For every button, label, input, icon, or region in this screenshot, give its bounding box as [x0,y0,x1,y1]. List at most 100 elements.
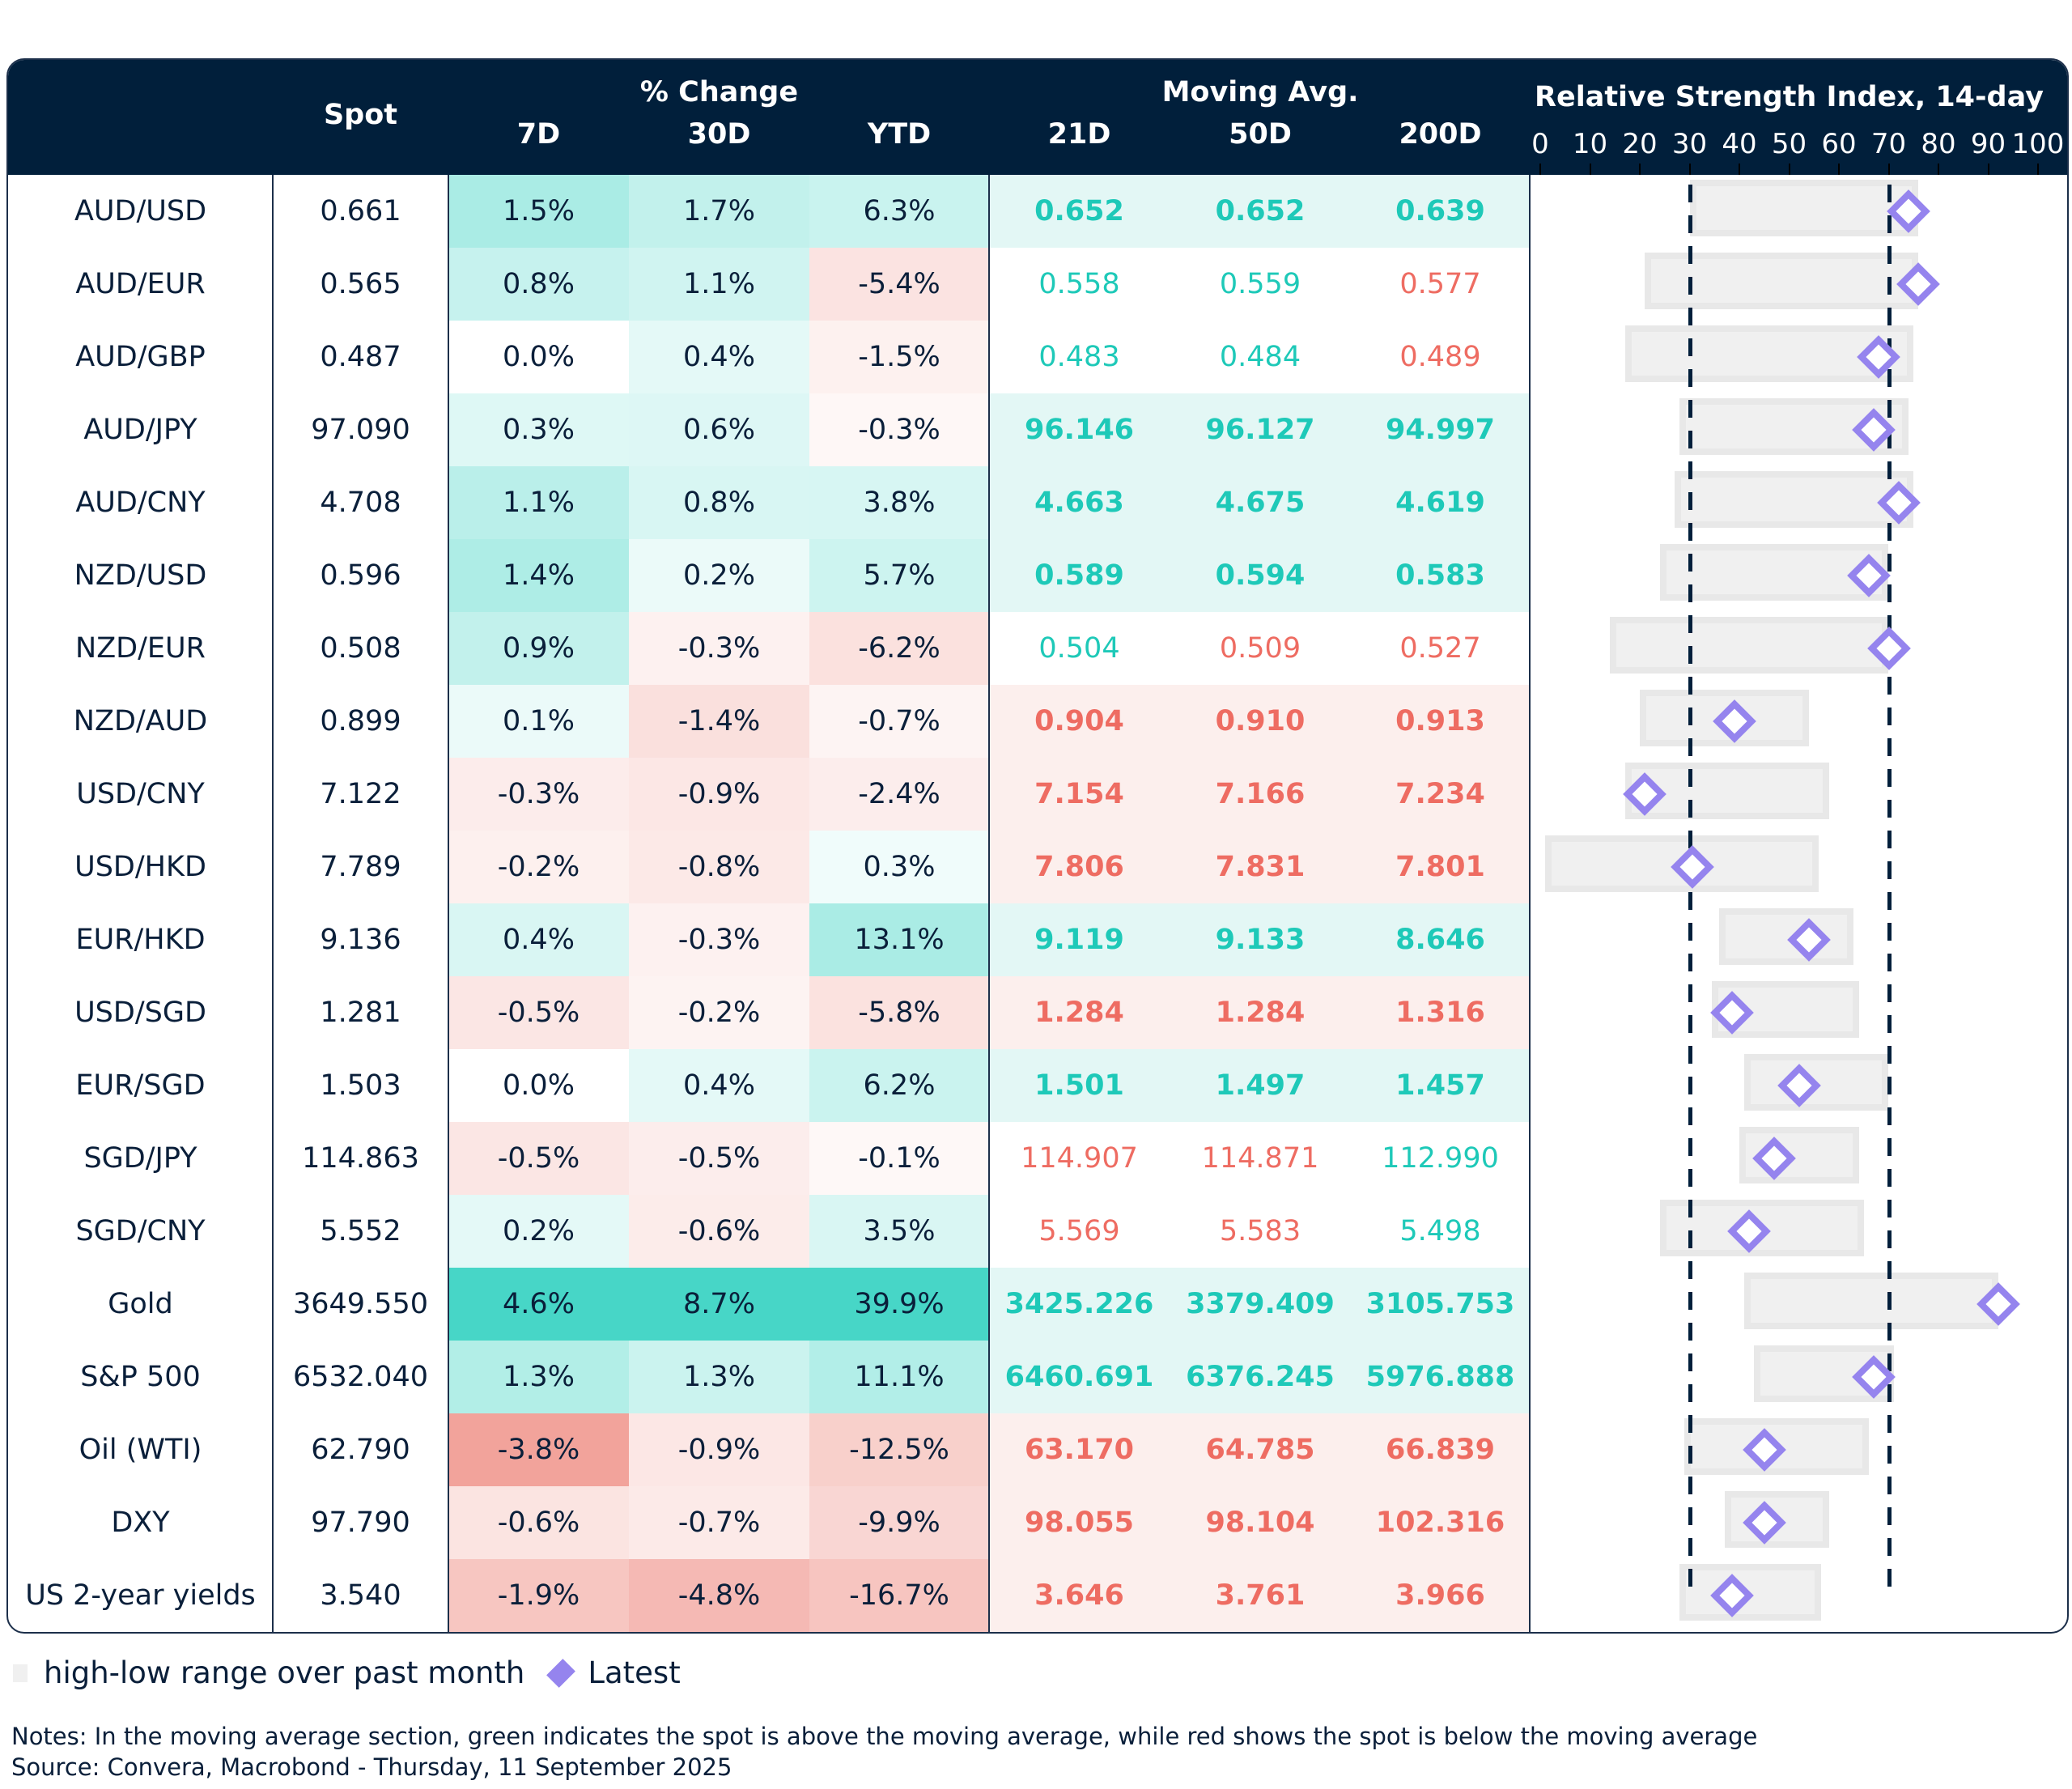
ma-row-bg [989,466,1530,539]
pct-change-cell: -0.5% [629,1122,809,1195]
moving-avg-cell: 7.234 [1395,778,1485,810]
legend-range-label: high-low range over past month [44,1655,525,1690]
ma-row-bg [989,1195,1530,1268]
moving-avg-cell: 94.997 [1385,414,1496,446]
rsi-range-bar [1645,253,1919,309]
rsi-tick-mark [2037,164,2039,175]
spot-value: 4.708 [320,487,401,519]
moving-avg-cell: 7.806 [1034,851,1124,883]
pct-change-cell: -1.4% [629,685,809,758]
pct-change-cell: 0.6% [629,393,809,466]
spot-value: 3.540 [320,1579,401,1612]
column-divider [988,175,990,1632]
pct-change-cell: 0.0% [448,1049,629,1122]
pct-change-cell: 0.3% [448,393,629,466]
source-text: Source: Convera, Macrobond - Thursday, 1… [11,1753,732,1781]
pct-change-cell: -0.2% [448,831,629,903]
moving-avg-cell: 7.166 [1215,778,1306,810]
rsi-range-bar [1610,617,1889,674]
table-row: SGD/JPY 114.863 -0.5% -0.5% -0.1% 114.907 114.… [8,1122,2067,1195]
table-row: Oil (WTI) 62.790 -3.8% -0.9% -12.5% 63.170 64.… [8,1413,2067,1486]
moving-avg-cell: 0.594 [1215,559,1306,592]
moving-avg-cell: 0.489 [1399,341,1481,373]
pct-change-cell: -0.2% [629,976,809,1049]
moving-avg-cell: 8.646 [1395,924,1485,956]
table-row: NZD/USD 0.596 1.4% 0.2% 5.7% 0.589 0.594 0.583 [8,539,2067,612]
pct-change-cell: -0.3% [629,612,809,685]
moving-avg-cell: 5.569 [1038,1215,1120,1247]
table-row: AUD/CNY 4.708 1.1% 0.8% 3.8% 4.663 4.675 4.619 [8,466,2067,539]
pct-change-cell: 0.4% [629,321,809,393]
pair-label: Oil (WTI) [79,1434,202,1466]
pct-change-cell: 39.9% [809,1268,989,1341]
pair-label: NZD/EUR [75,632,206,665]
rsi-tick-label: 90 [1970,128,2006,160]
moving-avg-cell: 9.119 [1034,924,1124,956]
spot-value: 62.790 [311,1434,410,1466]
moving-avg-cell: 3105.753 [1365,1288,1515,1320]
ma-row-bg [989,758,1530,831]
pair-label: NZD/USD [74,559,207,592]
pair-label: S&P 500 [80,1361,201,1393]
table-row: S&P 500 6532.040 1.3% 1.3% 11.1% 6460.691 6376… [8,1341,2067,1413]
pair-label: USD/SGD [74,996,206,1029]
pair-label: DXY [111,1506,170,1539]
ma-row-bg [989,1413,1530,1486]
ma-row-bg [989,831,1530,903]
ma-row-bg [989,685,1530,758]
rsi-tick-mark [1788,164,1790,175]
spot-value: 0.508 [320,632,401,665]
ma-row-bg [989,903,1530,976]
ma-row-bg [989,1049,1530,1122]
moving-avg-cell: 0.639 [1395,195,1485,227]
pct-change-cell: -0.3% [809,393,989,466]
table-row: NZD/EUR 0.508 0.9% -0.3% -6.2% 0.504 0.509 0.52… [8,612,2067,685]
moving-avg-cell: 4.675 [1215,487,1306,519]
rsi-range-bar [1689,180,1919,236]
pct-change-cell: 0.8% [629,466,809,539]
diamond-icon [546,1658,576,1688]
moving-avg-cell: 112.990 [1382,1142,1499,1175]
moving-avg-cell: 0.559 [1219,268,1301,300]
pct-change-cell: -3.8% [448,1413,629,1486]
spot-header: Spot [323,99,398,131]
ma-row-bg [989,393,1530,466]
pct-change-cell: -0.5% [448,976,629,1049]
rsi-tick-mark [1838,164,1840,175]
rsi-tick-label: 30 [1671,128,1708,160]
pct-change-cell: 0.4% [448,903,629,976]
moving-avg-cell: 63.170 [1024,1434,1135,1466]
table-row: USD/SGD 1.281 -0.5% -0.2% -5.8% 1.284 1.284 1.3… [8,976,2067,1049]
rsi-tick-label: 100 [2011,128,2065,160]
table-row: USD/CNY 7.122 -0.3% -0.9% -2.4% 7.154 7.166 7.2… [8,758,2067,831]
rsi-tick-label: 50 [1771,128,1807,160]
moving-avg-cell: 114.907 [1021,1142,1138,1175]
pct-change-cell: 13.1% [809,903,989,976]
pct-change-cell: 0.4% [629,1049,809,1122]
pct-change-cell: -0.8% [629,831,809,903]
pct-change-cell: -0.9% [629,1413,809,1486]
ma-row-bg [989,1341,1530,1413]
pct-change-cell: 1.3% [448,1341,629,1413]
range-swatch-icon [13,1664,28,1682]
moving-avg-cell: 6376.245 [1186,1361,1335,1393]
ma-col-header: 50D [1229,118,1292,151]
pct-change-cell: 5.7% [809,539,989,612]
moving-avg-cell: 0.589 [1034,559,1124,592]
moving-avg-cell: 0.577 [1399,268,1481,300]
pct-change-cell: 3.8% [809,466,989,539]
moving-avg-cell: 1.284 [1034,996,1124,1029]
spot-value: 5.552 [320,1215,401,1247]
pct-col-header: 30D [687,118,751,151]
moving-avg-cell: 0.504 [1038,632,1120,665]
moving-avg-cell: 64.785 [1205,1434,1315,1466]
spot-value: 0.899 [320,705,401,737]
rsi-tick-mark [1539,164,1541,175]
ma-row-bg [989,175,1530,248]
spot-value: 97.090 [311,414,410,446]
pair-label: EUR/SGD [75,1069,206,1102]
pct-change-cell: -5.8% [809,976,989,1049]
spot-value: 3649.550 [292,1288,428,1320]
pct-change-cell: 1.4% [448,539,629,612]
moving-avg-cell: 96.146 [1024,414,1135,446]
